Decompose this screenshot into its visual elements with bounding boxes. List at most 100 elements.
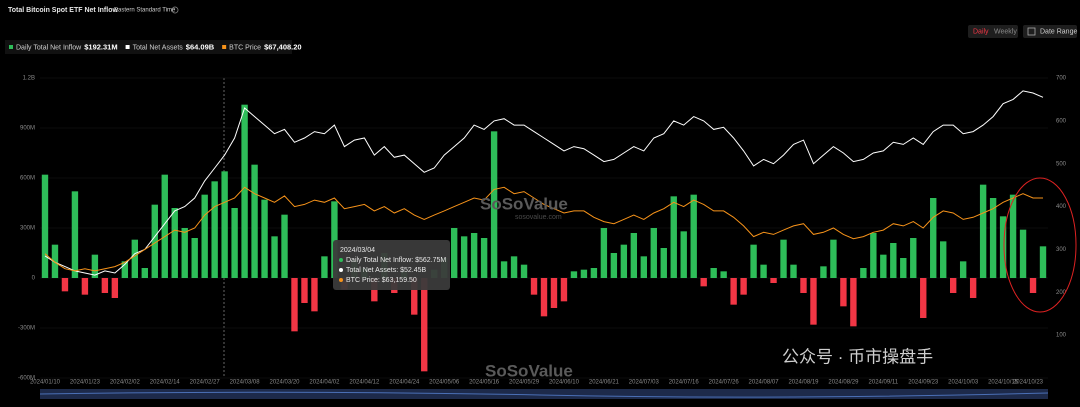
tooltip-line: BTC Price: $63,159.50 [346, 277, 417, 284]
line [44, 186, 1043, 272]
bar [820, 266, 827, 278]
bar [71, 191, 79, 278]
bar [241, 104, 248, 279]
x-tick-label: 2024/08/29 [828, 380, 859, 386]
bar [920, 278, 927, 318]
bar [261, 199, 268, 278]
bar [930, 198, 937, 278]
bar [61, 278, 69, 292]
tooltip-line: Daily Total Net Inflow: $562.75M [346, 257, 446, 264]
tooltip-dot [339, 278, 343, 282]
bar [999, 216, 1007, 278]
x-tick-label: 2024/02/27 [190, 380, 221, 386]
bar [730, 278, 737, 305]
bar [969, 278, 977, 298]
interval-toggle[interactable] [968, 25, 1018, 38]
legend-value: $67,408.20 [264, 42, 302, 51]
y-tick-label: 1.2B [23, 76, 35, 82]
bar [620, 244, 628, 278]
y2-tick-label: 700 [1056, 76, 1067, 82]
legend-value: $64.09B [186, 42, 215, 51]
line [44, 90, 1044, 276]
bar [750, 244, 757, 278]
legend-label: Total Net Assets [133, 44, 184, 51]
x-tick-label: 2024/02/02 [110, 380, 141, 386]
daily-button[interactable]: Daily [973, 28, 989, 35]
x-tick-label: 2024/09/11 [869, 380, 899, 386]
tooltip-dot [339, 268, 343, 272]
x-tick-label: 2024/10/23 [1013, 380, 1044, 386]
bar [959, 261, 967, 278]
bar [570, 271, 578, 278]
bar [201, 194, 208, 278]
legend-label: Daily Total Net Inflow [16, 44, 82, 51]
x-tick-label: 2024/05/06 [429, 380, 460, 386]
bar [979, 184, 987, 278]
weekly-button[interactable]: Weekly [994, 28, 1017, 35]
x-tick-label: 2024/04/12 [349, 380, 380, 386]
bar [680, 231, 687, 278]
x-tick-label: 2024/02/14 [150, 380, 181, 386]
bar [251, 164, 258, 278]
bar [850, 278, 857, 327]
bar [630, 233, 638, 278]
x-tick-label: 2024/01/10 [30, 380, 61, 386]
x-tick-label: 2024/03/08 [230, 380, 261, 386]
bar [231, 208, 238, 278]
bar [421, 278, 428, 372]
bar [191, 238, 198, 278]
bar [470, 233, 478, 278]
bar [1019, 229, 1027, 278]
x-tick-label: 2024/03/20 [269, 380, 300, 386]
info-icon[interactable] [171, 6, 179, 14]
navigator[interactable] [40, 389, 1048, 399]
bar [291, 278, 298, 332]
bar [949, 278, 957, 293]
bar [590, 268, 598, 278]
plot: -600M -300M 0 300M 600M 900M 1.2B 100 200 300 400 5… [18, 76, 1067, 386]
bar [460, 236, 468, 278]
bar [411, 278, 418, 315]
bar [650, 228, 657, 278]
bar [271, 236, 278, 278]
y-tick-label: -300M [18, 326, 35, 332]
y-tick-label: 600M [20, 176, 35, 182]
date-range-button[interactable]: Date Range [1040, 28, 1077, 35]
tooltip-line: Total Net Assets: $52.45B [346, 267, 426, 274]
bar [1039, 246, 1047, 278]
tooltip-date: 2024/03/04 [340, 247, 375, 254]
bar [810, 278, 817, 325]
date-range-button-bg[interactable] [1023, 25, 1077, 38]
x-tick-label: 2024/08/07 [749, 380, 780, 386]
bar [600, 228, 608, 278]
y2-tick-label: 300 [1056, 247, 1067, 253]
bar [720, 271, 727, 278]
bar [940, 241, 947, 278]
bar [840, 278, 847, 307]
x-tick-label: 2024/09/23 [908, 380, 939, 386]
bar [530, 278, 538, 295]
bar [900, 258, 907, 278]
bar [540, 278, 548, 317]
highlight-circle [1003, 177, 1077, 313]
tooltip: 2024/03/04 Daily Total Net Inflow: $562.… [333, 240, 450, 290]
bar [111, 278, 119, 298]
bar [510, 256, 518, 278]
y2-tick-label: 100 [1056, 333, 1067, 339]
x-tick-label: 2024/10/15 [988, 380, 1019, 386]
legend-value: $192.31M [84, 42, 117, 51]
calendar-icon [1027, 27, 1036, 36]
bar [321, 256, 328, 278]
x-tick-label: 2024/10/03 [948, 380, 979, 386]
bar [560, 278, 568, 302]
legend-swatch [9, 45, 13, 49]
y2-tick-label: 500 [1056, 161, 1067, 167]
y-tick-label: 900M [20, 126, 35, 132]
bar [1029, 278, 1037, 293]
bar [41, 174, 49, 278]
legend-label: BTC Price [229, 44, 261, 51]
bar [211, 181, 218, 278]
bar [450, 228, 458, 278]
